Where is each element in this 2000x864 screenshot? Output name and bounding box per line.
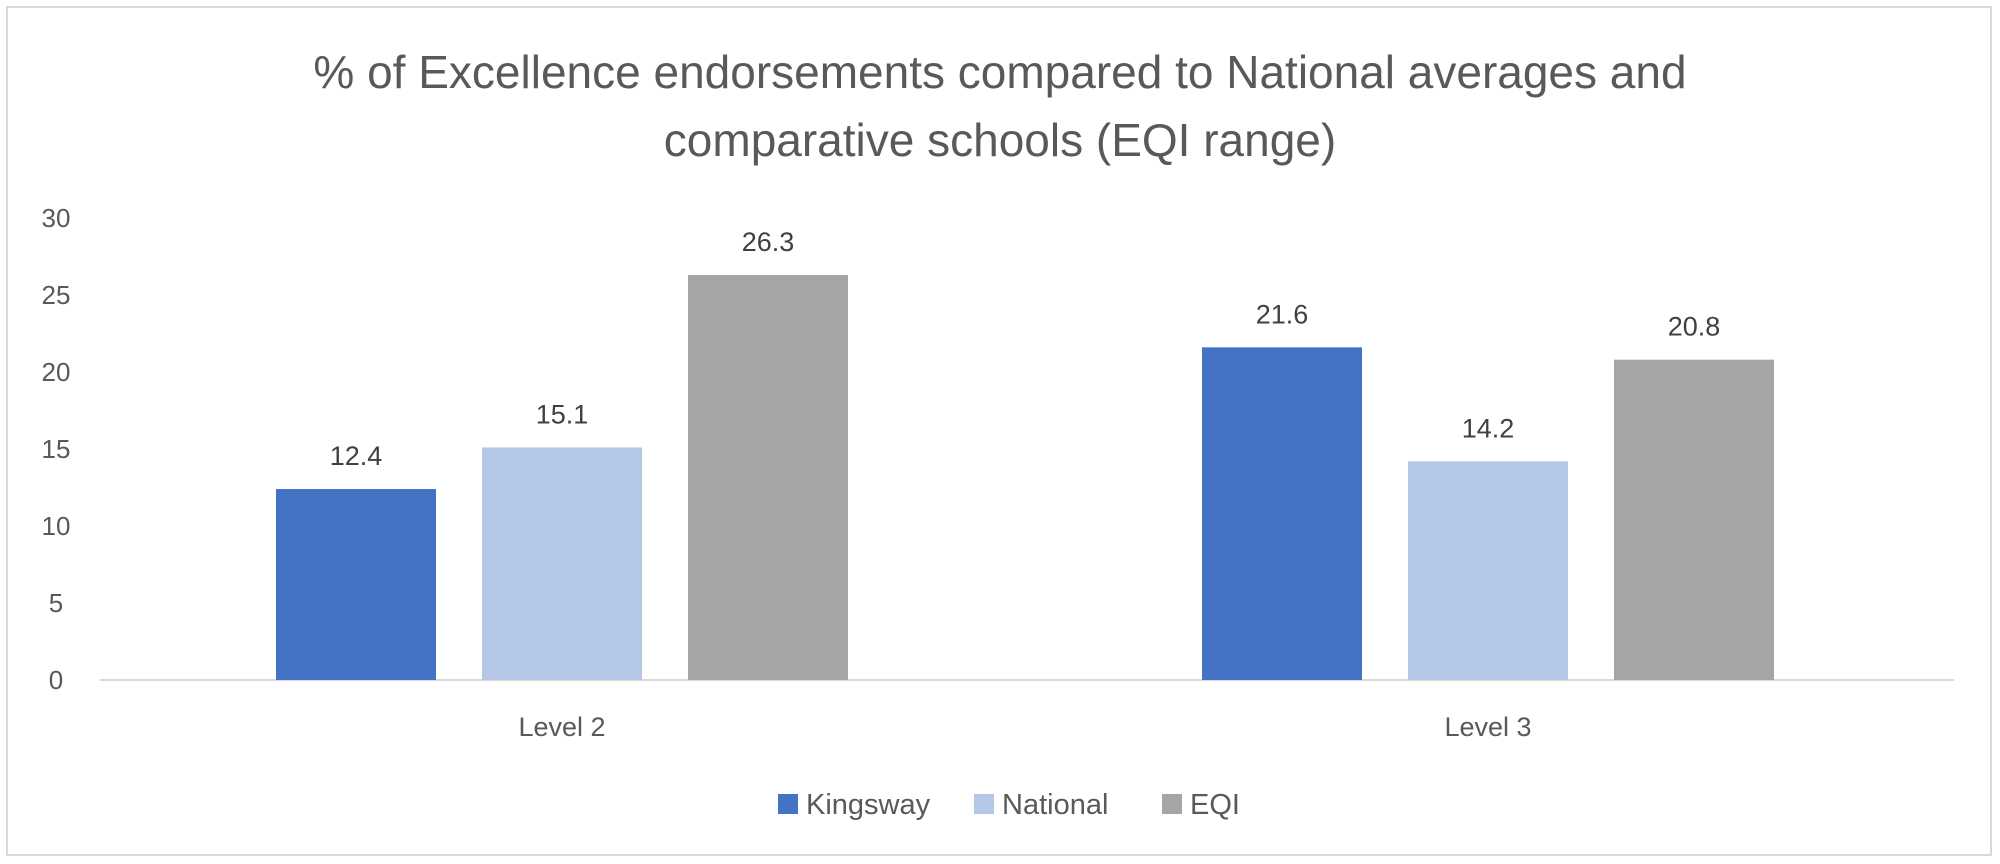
bar-eqi-level-2 (688, 274, 848, 680)
y-axis: 0 5 10 15 20 25 30 (42, 203, 71, 695)
legend-item-eqi: EQI (1162, 789, 1240, 821)
data-label: 26.3 (742, 227, 795, 257)
bar-kingsway-level-2 (276, 489, 436, 680)
bar-national-level-3 (1408, 461, 1568, 680)
y-tick-label: 20 (42, 357, 71, 387)
bar-national-level-2 (482, 447, 642, 680)
legend: Kingsway National EQI (778, 789, 1240, 821)
category-labels: Level 2 Level 3 (518, 712, 1531, 742)
category-label: Level 3 (1444, 712, 1531, 742)
legend-label: Kingsway (806, 789, 931, 821)
data-label: 15.1 (536, 399, 589, 429)
chart-title-line-1: % of Excellence endorsements compared to… (313, 46, 1686, 98)
chart-title: % of Excellence endorsements compared to… (313, 46, 1686, 166)
bar-kingsway-level-3 (1202, 347, 1362, 680)
bars (276, 274, 1774, 680)
data-label: 14.2 (1462, 413, 1515, 443)
y-tick-label: 10 (42, 511, 71, 541)
legend-item-kingsway: Kingsway (778, 789, 931, 821)
chart-title-line-2: comparative schools (EQI range) (664, 114, 1336, 166)
legend-swatch (974, 794, 994, 814)
data-label: 12.4 (330, 441, 383, 471)
data-label: 20.8 (1668, 312, 1721, 342)
y-tick-label: 15 (42, 434, 71, 464)
y-tick-label: 30 (42, 203, 71, 233)
category-label: Level 2 (518, 712, 605, 742)
legend-label: National (1002, 789, 1108, 821)
y-tick-label: 5 (49, 588, 63, 618)
y-tick-label: 25 (42, 280, 71, 310)
data-labels: 12.4 15.1 26.3 21.6 14.2 20.8 (330, 227, 1721, 471)
legend-label: EQI (1190, 789, 1240, 821)
legend-item-national: National (974, 789, 1108, 821)
bar-eqi-level-3 (1614, 359, 1774, 680)
legend-swatch (778, 794, 798, 814)
y-tick-label: 0 (49, 665, 63, 695)
data-label: 21.6 (1256, 299, 1309, 329)
legend-swatch (1162, 794, 1182, 814)
